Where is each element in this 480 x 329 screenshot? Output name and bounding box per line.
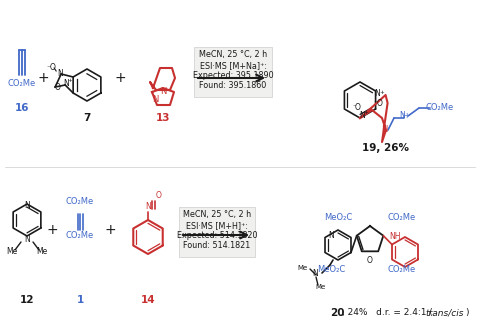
Text: +: + <box>364 111 368 115</box>
Text: N: N <box>24 236 30 244</box>
Text: ): ) <box>465 309 468 317</box>
Text: O: O <box>377 98 383 108</box>
Text: ⁻O: ⁻O <box>46 63 56 71</box>
Text: NH: NH <box>389 232 400 240</box>
Text: CO₂Me: CO₂Me <box>388 214 416 222</box>
Text: ⁻: ⁻ <box>352 104 356 110</box>
Text: ESI·MS [M+Na]⁺:: ESI·MS [M+Na]⁺: <box>200 62 266 70</box>
Text: Me: Me <box>315 284 325 290</box>
Text: O: O <box>355 103 361 112</box>
Text: Expected: 395.1890: Expected: 395.1890 <box>192 71 273 81</box>
Text: Me: Me <box>6 247 18 257</box>
Text: N: N <box>381 125 387 135</box>
Text: N: N <box>24 201 30 211</box>
Text: CO₂Me: CO₂Me <box>426 104 454 113</box>
Text: N: N <box>399 112 405 120</box>
Text: N: N <box>63 80 69 89</box>
Text: CO₂Me: CO₂Me <box>8 79 36 88</box>
Text: MeO₂C: MeO₂C <box>324 214 352 222</box>
Text: N: N <box>160 87 166 95</box>
Text: N: N <box>328 231 334 240</box>
Text: +: + <box>68 79 72 84</box>
Text: 7: 7 <box>84 113 91 123</box>
FancyBboxPatch shape <box>179 207 255 257</box>
Text: H: H <box>402 113 408 119</box>
Text: 19, 26%: 19, 26% <box>361 143 408 153</box>
Text: CO₂Me: CO₂Me <box>66 197 94 207</box>
Text: 1: 1 <box>76 295 84 305</box>
Text: CO₂Me: CO₂Me <box>388 266 416 274</box>
Text: +: + <box>379 89 384 94</box>
Text: O: O <box>54 83 60 91</box>
Text: 20: 20 <box>330 308 345 318</box>
Text: 13: 13 <box>156 113 170 123</box>
Text: MeO₂C: MeO₂C <box>317 266 345 274</box>
Text: +: + <box>46 223 58 237</box>
Text: O: O <box>156 191 162 200</box>
Text: trans/cis: trans/cis <box>425 309 464 317</box>
FancyBboxPatch shape <box>194 47 272 97</box>
Text: Expected: 514.1820: Expected: 514.1820 <box>177 232 257 240</box>
Text: 14: 14 <box>141 295 156 305</box>
Text: N: N <box>312 268 318 277</box>
Text: +: + <box>114 71 126 85</box>
Text: N: N <box>375 89 381 98</box>
Text: N: N <box>359 112 365 120</box>
Text: MeCN, 25 °C, 2 h: MeCN, 25 °C, 2 h <box>183 211 251 219</box>
Text: , 24%   d.r. = 2.4:1 (: , 24% d.r. = 2.4:1 ( <box>342 309 433 317</box>
Text: ⁻: ⁻ <box>374 100 377 106</box>
Text: ESI·MS [M+H]⁺:: ESI·MS [M+H]⁺: <box>186 221 248 231</box>
Text: Found: 514.1821: Found: 514.1821 <box>183 241 251 250</box>
Text: Me: Me <box>36 247 48 257</box>
Text: N: N <box>152 95 158 105</box>
Text: O: O <box>367 256 373 265</box>
Text: CO₂Me: CO₂Me <box>66 232 94 240</box>
Text: +: + <box>37 71 49 85</box>
Text: MeCN, 25 °C, 2 h: MeCN, 25 °C, 2 h <box>199 50 267 60</box>
Text: N: N <box>57 69 63 79</box>
Text: +: + <box>104 223 116 237</box>
Text: Me: Me <box>298 265 308 271</box>
Text: Found: 395.1860: Found: 395.1860 <box>199 82 266 90</box>
Text: N: N <box>145 202 151 211</box>
Text: 16: 16 <box>15 103 29 113</box>
Text: 12: 12 <box>20 295 34 305</box>
